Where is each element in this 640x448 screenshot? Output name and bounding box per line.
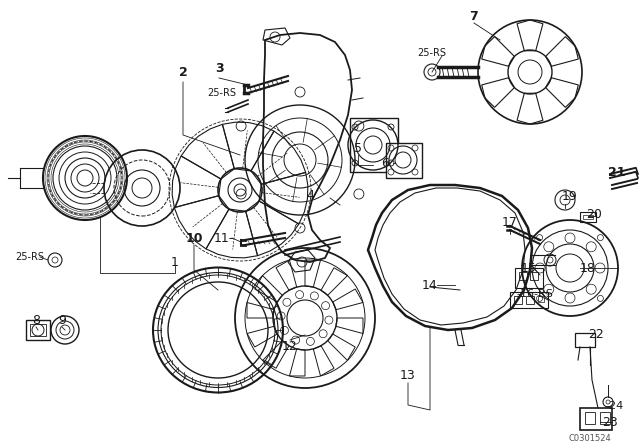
Bar: [526, 296, 534, 304]
Text: 12: 12: [282, 340, 298, 353]
Text: 1: 1: [171, 255, 179, 268]
Bar: [514, 296, 522, 304]
Text: 21: 21: [608, 165, 626, 178]
Text: 25-RS: 25-RS: [15, 252, 45, 262]
Text: -16-RS: -16-RS: [516, 289, 554, 299]
Polygon shape: [350, 118, 398, 172]
Bar: [530, 272, 538, 280]
Text: 6: 6: [381, 156, 389, 169]
Text: 17: 17: [502, 215, 518, 228]
Text: 13: 13: [400, 369, 416, 382]
Text: 4: 4: [306, 189, 314, 202]
Polygon shape: [386, 143, 422, 178]
Bar: [515, 268, 543, 288]
Bar: [600, 412, 610, 424]
Bar: [583, 215, 593, 219]
Bar: [510, 292, 548, 308]
Bar: [575, 333, 595, 347]
Text: 23: 23: [602, 415, 618, 428]
Text: 2: 2: [179, 65, 188, 78]
Bar: [580, 408, 612, 430]
Text: 22: 22: [588, 327, 604, 340]
Text: C0301524: C0301524: [568, 434, 611, 443]
Text: 3: 3: [214, 61, 223, 74]
Text: 25-RS: 25-RS: [207, 88, 237, 98]
Bar: [26, 320, 50, 340]
Bar: [30, 324, 46, 336]
Text: 5: 5: [354, 142, 362, 155]
Text: -24: -24: [606, 401, 624, 411]
Text: 18: 18: [580, 262, 596, 275]
Bar: [538, 296, 544, 302]
Text: 11-: 11-: [214, 232, 234, 245]
Text: 19: 19: [562, 190, 578, 202]
Bar: [585, 412, 595, 424]
Text: 25-RS: 25-RS: [417, 48, 447, 58]
Text: 20: 20: [586, 207, 602, 220]
Text: 10: 10: [185, 232, 203, 245]
Bar: [580, 212, 596, 222]
Text: 8: 8: [32, 314, 40, 327]
Text: 15: 15: [521, 262, 537, 275]
Bar: [519, 272, 527, 280]
Text: 7: 7: [470, 9, 478, 22]
Text: 9: 9: [58, 314, 66, 327]
Text: 14: 14: [422, 279, 438, 292]
